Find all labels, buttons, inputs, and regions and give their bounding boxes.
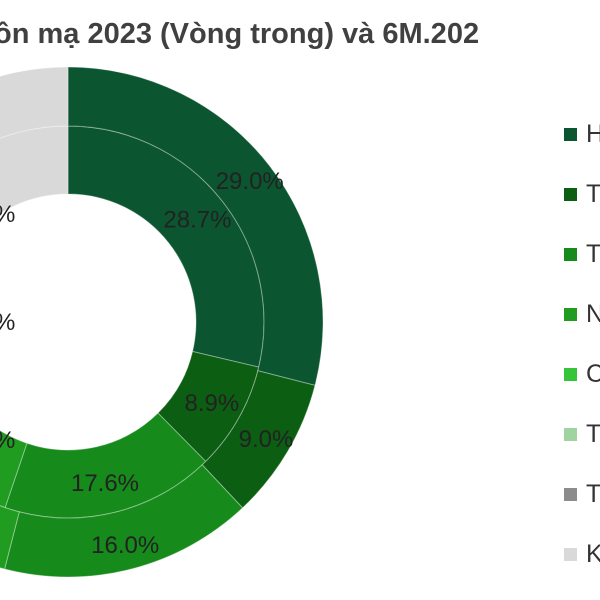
slice-label: % <box>0 309 15 336</box>
legend-label: T <box>586 419 600 448</box>
donut-slice <box>0 429 28 509</box>
donut-slice <box>0 66 69 139</box>
legend-item: T <box>564 238 600 270</box>
legend-label: T <box>586 239 600 268</box>
slice-label: % <box>0 427 15 454</box>
legend-swatch <box>564 247 577 261</box>
slice-label: 16.0% <box>91 532 159 559</box>
legend-swatch <box>564 547 577 561</box>
slice-label: 29.0% <box>216 168 284 195</box>
slice-label: 9.0% <box>239 426 294 453</box>
legend-label: C <box>586 359 600 388</box>
donut-slice <box>0 505 20 570</box>
legend-label: T <box>586 479 600 508</box>
legend-swatch <box>564 127 577 141</box>
donut-slice <box>3 464 244 578</box>
slice-label: 8.9% <box>184 390 239 417</box>
legend-item: T <box>564 478 600 510</box>
slice-label: 17.6% <box>71 470 139 497</box>
legend-item: C <box>564 358 600 390</box>
slice-label: % <box>0 201 15 228</box>
legend-label: N <box>586 299 600 328</box>
legend-label: H <box>586 119 600 148</box>
donut-slice <box>0 125 69 215</box>
legend-item: K <box>564 538 600 570</box>
legend-swatch <box>564 427 577 441</box>
donut-slice <box>201 370 316 509</box>
legend-swatch <box>564 187 577 201</box>
legend-item: T <box>564 178 600 210</box>
legend-swatch <box>564 307 577 321</box>
donut-slice <box>67 66 324 387</box>
donut-slice <box>4 412 207 519</box>
legend-label: K <box>586 539 600 568</box>
legend-item: T <box>564 418 600 450</box>
donut-slice <box>67 125 265 368</box>
slice-label: 28.7% <box>163 207 231 234</box>
legend-swatch <box>564 367 577 381</box>
legend-item: H <box>564 118 600 150</box>
legend-swatch <box>564 487 577 501</box>
legend-item: N <box>564 298 600 330</box>
legend-label: T <box>586 179 600 208</box>
chart-title: ôn mạ 2023 (Vòng trong) và 6M.202 <box>0 18 480 50</box>
